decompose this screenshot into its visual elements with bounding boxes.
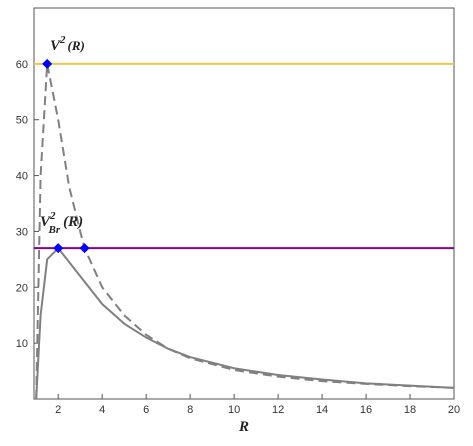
y-tick-label: 30: [16, 226, 28, 238]
y-tick-label: 20: [16, 282, 28, 294]
annotation-sub: Br: [48, 224, 61, 236]
annotation-base: V: [40, 214, 52, 230]
series-line: [35, 246, 455, 400]
x-tick-label: 2: [55, 404, 61, 416]
x-tick-label: 18: [404, 404, 416, 416]
x-tick-label: 6: [143, 404, 149, 416]
marker: [42, 58, 53, 69]
annotation: V2 (R): [50, 34, 85, 54]
annotation-sup: 2: [59, 34, 66, 46]
x-tick-label: 16: [360, 404, 372, 416]
annotation: V2 Br (R): [40, 210, 83, 236]
annotation-arg: (R): [68, 38, 85, 53]
x-tick-label: 4: [99, 404, 105, 416]
y-tick-label: 40: [16, 171, 28, 183]
x-tick-label: 8: [187, 404, 193, 416]
annotation-arg: (R): [63, 214, 83, 230]
x-axis-label: R: [238, 419, 249, 435]
x-tick-label: 10: [228, 404, 240, 416]
x-tick-label: 12: [272, 404, 284, 416]
x-tick-label: 20: [448, 404, 460, 416]
y-tick-label: 10: [16, 338, 28, 350]
annotation-base: V: [50, 38, 62, 54]
plot-frame: [33, 7, 455, 400]
y-tick-label: 60: [16, 59, 28, 71]
x-tick-label: 14: [316, 404, 328, 416]
series-line: [35, 63, 455, 400]
annotation-sup: 2: [49, 210, 56, 222]
marker: [79, 243, 90, 254]
y-tick-label: 50: [16, 115, 28, 127]
marker: [53, 243, 64, 254]
